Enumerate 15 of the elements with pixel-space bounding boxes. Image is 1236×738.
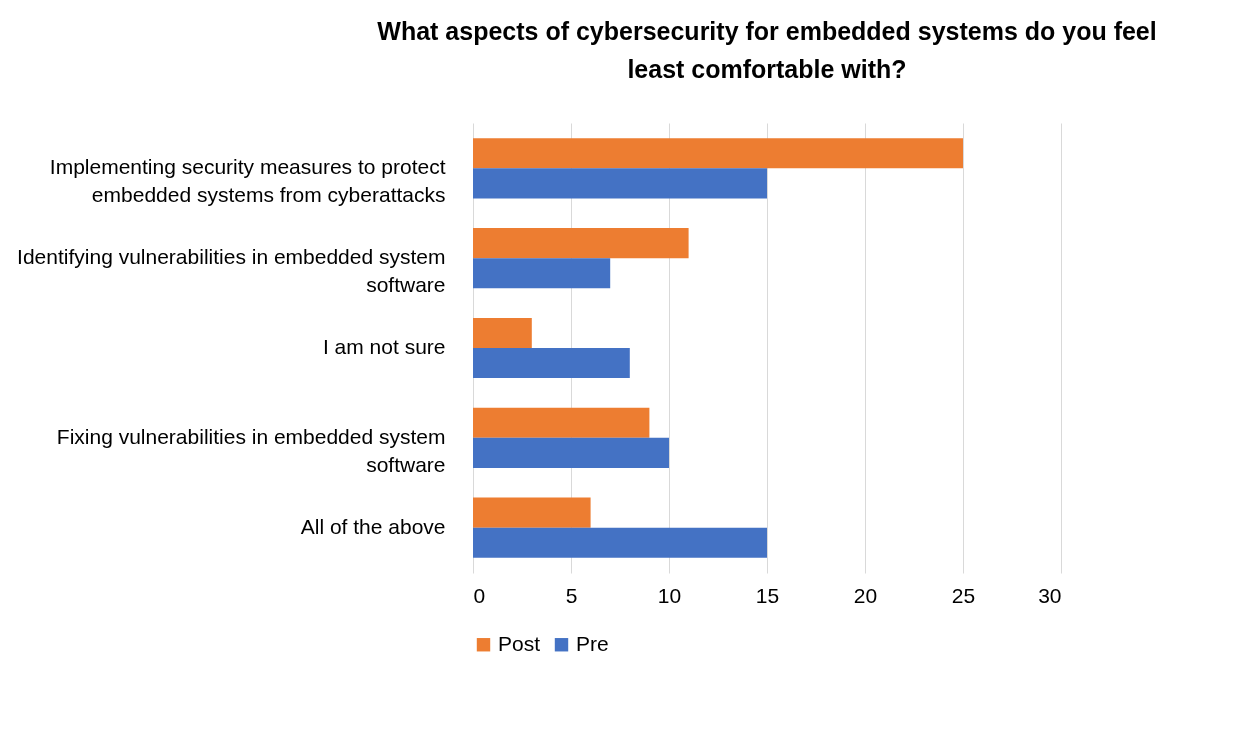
y-tick-label: Implementing security measures to protect embedded systems from cyberattacks — [49, 155, 446, 207]
x-tick-label: 20 — [853, 583, 878, 607]
y-tick-label: I am not sure — [322, 335, 446, 358]
y-tick-label: Fixing vulnerabilities in embedded system software — [56, 424, 446, 476]
x-tick-label: 30 — [1038, 583, 1062, 607]
y-tick-label: All of the above — [300, 514, 446, 538]
legend-label: Post — [498, 631, 541, 655]
chart-title: What aspects of cybersecurity for embedded systems do you feel least comfortable with? — [377, 17, 1157, 83]
x-tick-label: 5 — [565, 583, 578, 607]
x-tick-label: 0 — [473, 583, 486, 607]
y-tick-label: Identifying vulnerabilities in embedded system software — [17, 245, 446, 297]
x-tick-label: 10 — [657, 583, 682, 607]
legend-label: Pre — [576, 631, 609, 655]
x-tick-label: 15 — [755, 583, 780, 607]
x-tick-label: 25 — [951, 583, 976, 607]
